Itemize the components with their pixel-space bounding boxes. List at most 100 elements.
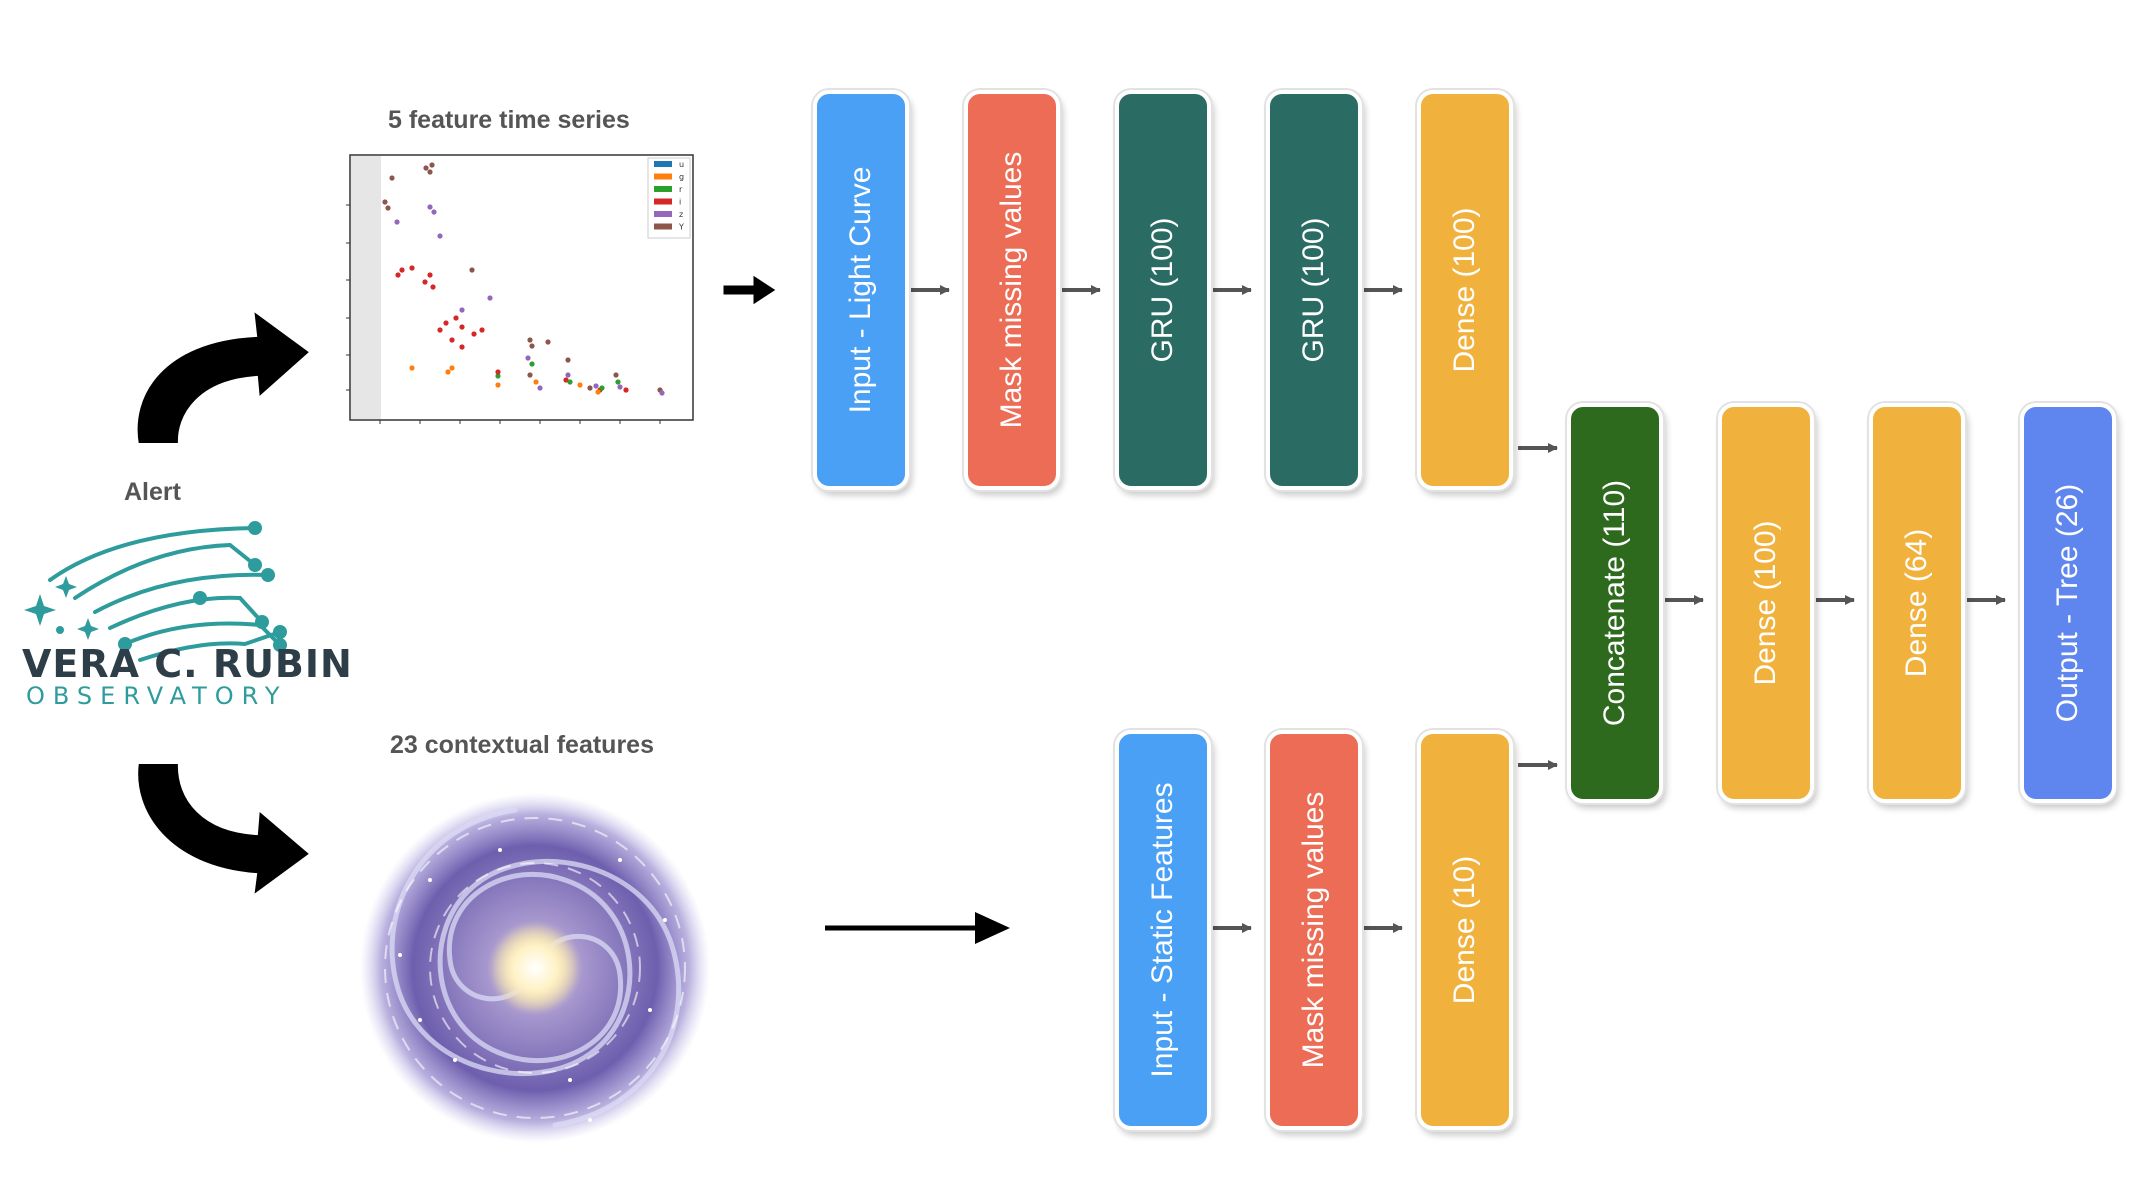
plot-point	[495, 369, 501, 375]
legend-swatch	[654, 161, 672, 167]
plot-point	[459, 307, 465, 313]
plot-point	[593, 383, 599, 389]
plot-point	[443, 320, 449, 326]
plot-point	[409, 365, 415, 371]
plot-point	[429, 162, 435, 168]
plot-point	[385, 205, 391, 211]
layer-mask-static: Mask missing values	[1266, 730, 1362, 1130]
plot-point	[437, 233, 443, 239]
legend-label: z	[679, 210, 683, 219]
layer-label: Mask missing values	[1297, 791, 1330, 1069]
plot-point	[487, 295, 493, 301]
legend-label: i	[679, 198, 681, 207]
plot-point	[430, 284, 436, 290]
plot-point	[533, 379, 539, 385]
plot-point	[537, 385, 543, 391]
legend-swatch	[654, 186, 672, 192]
layer-label: Dense (64)	[1900, 528, 1933, 678]
legend-label: Y	[678, 223, 684, 232]
plot-point	[427, 272, 433, 278]
plot-point	[545, 339, 551, 345]
curved-arrow-down-icon	[134, 760, 316, 903]
plot-point	[431, 209, 437, 215]
layer-label: Dense (10)	[1448, 855, 1481, 1005]
layer-dense-merge-2: Dense (64)	[1869, 403, 1965, 803]
plot-point	[617, 384, 623, 390]
plot-point	[595, 389, 601, 395]
layer-label: Concatenate (110)	[1598, 479, 1631, 727]
layer-concatenate: Concatenate (110)	[1567, 403, 1663, 803]
layer-dense-top: Dense (100)	[1417, 90, 1513, 490]
plot-point	[623, 387, 629, 393]
plot-point	[459, 344, 465, 350]
plot-point	[529, 343, 535, 349]
plot-point	[437, 327, 443, 333]
plot-point	[659, 390, 665, 396]
contextual-features-title: 23 contextual features	[390, 731, 654, 759]
rubin-logo-icon	[24, 521, 287, 662]
layer-label: Output - Tree (26)	[2051, 483, 2084, 723]
layer-label: Mask missing values	[995, 151, 1028, 429]
plot-point	[527, 337, 533, 343]
plot-point	[394, 219, 400, 225]
plot-point	[449, 337, 455, 343]
layer-gru-1: GRU (100)	[1115, 90, 1211, 490]
plot-point	[469, 267, 475, 273]
layer-label: GRU (100)	[1297, 217, 1330, 363]
arrow-to-network-top-icon	[720, 270, 781, 310]
plot-point	[613, 372, 619, 378]
plot-point	[389, 175, 395, 181]
plot-point	[529, 361, 535, 367]
plot-point	[495, 373, 501, 379]
galaxy-image	[360, 793, 710, 1143]
plot-point	[422, 279, 428, 285]
plot-point	[423, 165, 429, 171]
plot-point	[587, 385, 593, 391]
legend-swatch	[654, 173, 672, 180]
plot-point	[427, 169, 433, 175]
legend-label: r	[679, 185, 683, 194]
plot-point	[399, 267, 405, 273]
plot-point	[525, 355, 531, 361]
plot-point	[599, 385, 605, 391]
observatory-name: VERA C. RUBIN	[22, 642, 353, 686]
legend-swatch	[654, 223, 672, 230]
plot-point	[495, 382, 501, 388]
plot-point	[459, 324, 465, 330]
plot-point	[567, 379, 573, 385]
plot-point	[479, 327, 485, 333]
plot-point	[427, 204, 433, 210]
plot-point	[382, 199, 388, 205]
legend-label: u	[679, 160, 684, 169]
observatory-subtitle: OBSERVATORY	[26, 682, 288, 710]
arrow-to-network-bottom-icon	[825, 912, 1010, 944]
layer-mask-light-curve: Mask missing values	[964, 90, 1060, 490]
legend-swatch	[654, 211, 672, 217]
time-series-title: 5 feature time series	[388, 106, 630, 134]
layer-label: Dense (100)	[1448, 207, 1481, 373]
legend-label: g	[679, 173, 684, 182]
plot-point	[565, 357, 571, 363]
plot-point	[449, 365, 455, 371]
layer-label: Input - Light Curve	[844, 166, 877, 414]
layer-label: GRU (100)	[1146, 217, 1179, 363]
plot-point	[615, 379, 621, 385]
plot-point	[453, 315, 459, 321]
layer-gru-2: GRU (100)	[1266, 90, 1362, 490]
plot-point	[409, 265, 415, 271]
alert-label: Alert	[124, 478, 181, 506]
curved-arrow-up-icon	[133, 303, 316, 447]
layer-dense-bottom: Dense (10)	[1417, 730, 1513, 1130]
plot-point	[527, 372, 533, 378]
layer-label: Input - Static Features	[1146, 782, 1179, 1078]
plot-point	[577, 382, 583, 388]
layer-dense-merge-1: Dense (100)	[1718, 403, 1814, 803]
layer-input-light-curve: Input - Light Curve	[813, 90, 909, 490]
legend-swatch	[654, 198, 672, 205]
plot-point	[565, 372, 571, 378]
layer-output-tree: Output - Tree (26)	[2020, 403, 2116, 803]
layer-label: Dense (100)	[1749, 520, 1782, 686]
